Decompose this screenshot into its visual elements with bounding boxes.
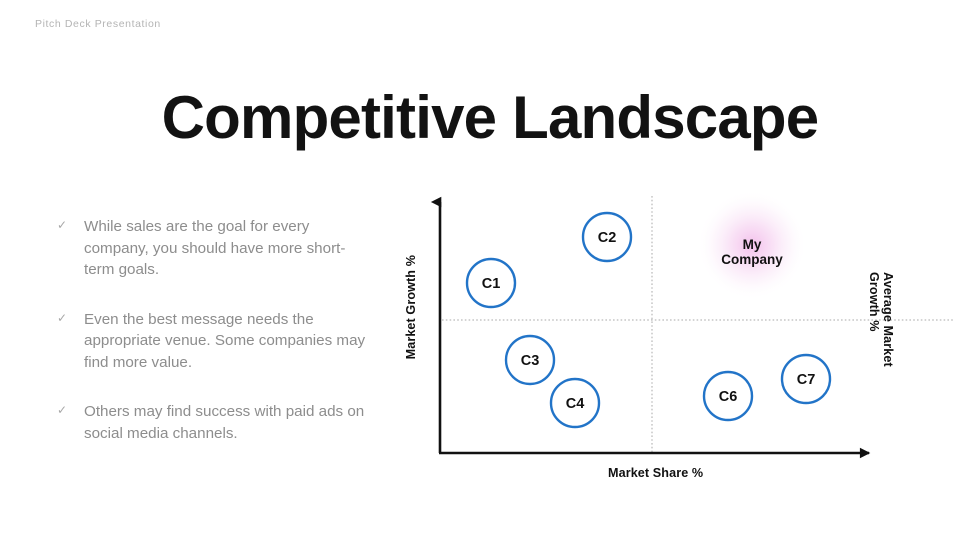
right-axis-label-line1: Average Market [881, 272, 895, 367]
page-title: Competitive Landscape [161, 84, 820, 152]
list-item: ✓ Others may find success with paid ads … [57, 401, 367, 444]
bubble-label-c7: C7 [797, 372, 816, 388]
bubble-label-c3: C3 [521, 353, 540, 369]
my-company-label-line1: My [743, 237, 762, 252]
data-point-my-company[interactable]: My Company [697, 190, 807, 300]
list-item: ✓ While sales are the goal for every com… [57, 216, 367, 281]
right-axis-label: Average Market Growth % [866, 272, 895, 367]
bubble-c4 [549, 377, 601, 429]
list-item: ✓ Even the best message needs the approp… [57, 309, 367, 374]
data-point-c2[interactable]: C2 [581, 211, 633, 263]
data-point-c7[interactable]: C7 [780, 353, 832, 405]
bubble-c3 [504, 334, 556, 386]
data-point-c6[interactable]: C6 [702, 370, 754, 422]
competitive-landscape-chart: My Company C1 C2 C3 [395, 180, 955, 500]
my-company-blob [697, 190, 807, 300]
y-axis-label: Market Growth % [404, 255, 418, 360]
data-point-c1[interactable]: C1 [465, 257, 517, 309]
bullet-list: ✓ While sales are the goal for every com… [57, 216, 367, 445]
list-item-text: Others may find success with paid ads on… [84, 403, 365, 443]
list-item-text: While sales are the goal for every compa… [84, 218, 346, 279]
bubble-label-c6: C6 [719, 389, 738, 405]
bubble-c7 [780, 353, 832, 405]
data-point-c4[interactable]: C4 [549, 377, 601, 429]
bubble-c1 [465, 257, 517, 309]
data-point-c3[interactable]: C3 [504, 334, 556, 386]
check-mark-icon: ✓ [57, 310, 68, 325]
bubble-c6 [702, 370, 754, 422]
list-item-text: Even the best message needs the appropri… [84, 310, 366, 371]
bubble-label-c2: C2 [598, 230, 617, 246]
check-mark-icon: ✓ [57, 403, 68, 418]
bubble-c2 [581, 211, 633, 263]
bubble-label-c1: C1 [482, 276, 501, 292]
chart-svg: My Company C1 C2 C3 [430, 190, 955, 459]
my-company-label-line2: Company [721, 252, 783, 267]
bubble-label-c4: C4 [566, 396, 585, 412]
slide-kicker: Pitch Deck Presentation [35, 18, 161, 30]
right-axis-label-line2: Growth % [866, 272, 881, 332]
check-mark-icon: ✓ [57, 218, 68, 232]
x-axis-label: Market Share % [608, 466, 704, 480]
